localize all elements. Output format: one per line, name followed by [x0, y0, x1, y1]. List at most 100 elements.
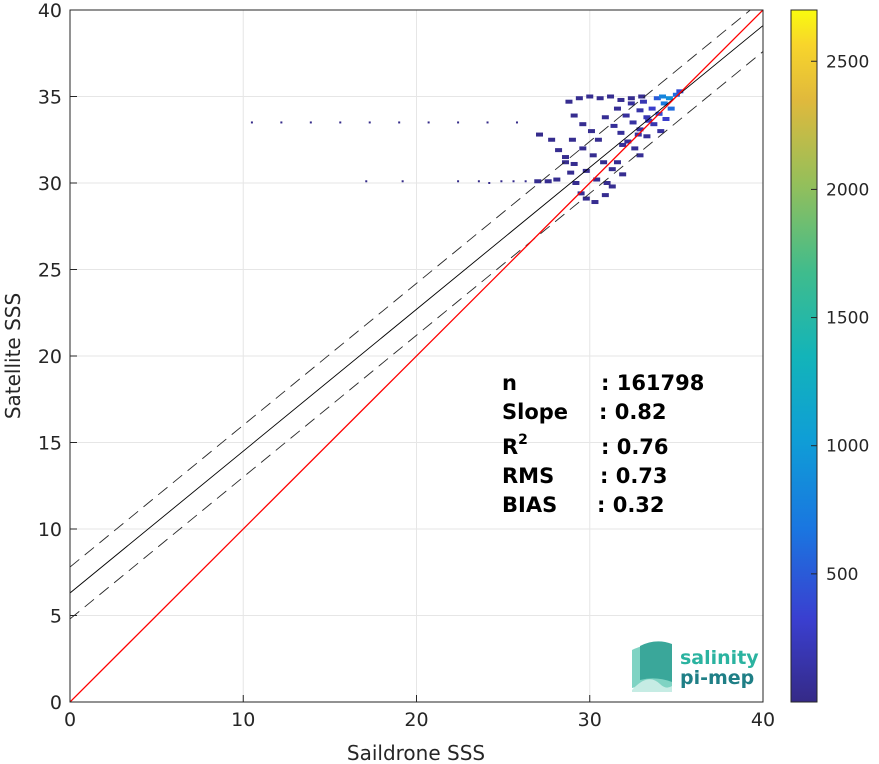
density-cell	[568, 137, 576, 142]
x-tick-label: 30	[578, 709, 602, 731]
stat-n-value: : 161798	[601, 371, 704, 395]
density-cell	[582, 196, 590, 201]
density-cell	[600, 160, 608, 165]
stat-r2-value: : 0.76	[601, 435, 669, 459]
logo-wave-icon-3	[632, 679, 672, 692]
density-cell	[622, 113, 630, 118]
y-tick-label: 35	[38, 87, 62, 109]
logo-line1: salinity	[680, 647, 759, 669]
density-cell	[636, 153, 644, 158]
density-cell	[368, 121, 371, 124]
density-cell	[524, 180, 527, 183]
stat-r2-letter: R	[502, 435, 518, 459]
density-cell	[572, 181, 580, 185]
density-cell	[631, 146, 639, 151]
colorbar-ticks: 500 1000 1500 2000 2500	[811, 52, 869, 585]
y-tick-label: 5	[50, 606, 62, 628]
colorbar-tick-label: 500	[826, 565, 858, 585]
density-cell	[515, 121, 518, 124]
density-cell	[309, 121, 312, 124]
regression-lines	[70, 10, 763, 702]
y-tick-label: 0	[50, 692, 62, 714]
grid-lines	[70, 10, 763, 702]
density-cell	[398, 121, 401, 124]
density-cell	[561, 155, 569, 160]
density-cell	[657, 129, 665, 134]
colorbar-tick-label: 1000	[826, 437, 869, 457]
density-cell	[570, 161, 578, 166]
density-cell	[667, 106, 675, 111]
density-cell	[486, 121, 489, 124]
density-cells	[250, 89, 684, 205]
stat-bias-label: BIAS	[502, 493, 557, 517]
fit-upper-dashed-line	[70, 10, 752, 568]
density-cell	[427, 121, 430, 124]
density-cell	[579, 122, 587, 127]
y-tick-label: 20	[38, 346, 62, 368]
density-cell	[457, 121, 460, 124]
logo-wave-icon-2	[640, 641, 672, 682]
density-cell	[488, 182, 491, 184]
density-cell	[613, 106, 621, 111]
density-cell	[645, 118, 653, 123]
density-cell	[587, 129, 595, 134]
density-cell	[500, 180, 503, 183]
density-cell	[608, 184, 616, 189]
colorbar: 500 1000 1500 2000 2500	[790, 9, 869, 703]
density-cell	[659, 94, 667, 99]
density-cell	[280, 121, 283, 124]
density-cell	[339, 121, 342, 124]
density-cell	[672, 92, 680, 97]
stat-bias-value: : 0.32	[597, 493, 665, 517]
density-cell	[648, 106, 656, 111]
x-axis-label: Saildrone SSS	[347, 741, 485, 764]
density-cell	[639, 99, 647, 104]
x-axis-ticks: 0 10 20 30 40	[64, 695, 775, 731]
density-cell	[636, 127, 644, 132]
density-cell	[596, 96, 604, 101]
density-cell	[608, 167, 616, 172]
density-cell	[457, 180, 460, 183]
density-cell	[544, 179, 552, 184]
stat-slope-value: : 0.82	[599, 400, 667, 424]
stat-r2-label: R2	[502, 432, 528, 459]
density-cell	[607, 94, 615, 99]
density-cell	[593, 177, 601, 182]
colorbar-gradient	[790, 9, 818, 703]
density-cell	[619, 172, 627, 177]
density-cell	[589, 153, 597, 158]
colorbar-tick-label: 1500	[826, 309, 869, 329]
stat-r2-sup: 2	[518, 432, 528, 448]
density-cell	[643, 115, 651, 120]
density-cell	[603, 181, 611, 185]
density-cell	[676, 89, 684, 94]
fit-lower-dashed-line	[70, 51, 763, 620]
x-tick-label: 10	[231, 709, 255, 731]
salinity-pi-mep-logo: salinity pi-mep	[632, 641, 759, 692]
density-cell	[660, 101, 668, 106]
density-cell	[619, 142, 627, 147]
density-cell	[365, 180, 368, 183]
density-cell	[553, 177, 561, 182]
x-tick-label: 40	[751, 709, 775, 731]
density-cell	[579, 146, 587, 151]
y-tick-label: 15	[38, 433, 62, 455]
density-cell	[617, 97, 625, 102]
stat-rms-value: : 0.73	[600, 464, 668, 488]
y-tick-label: 30	[38, 173, 62, 195]
stat-slope-label: Slope	[502, 400, 568, 424]
density-cell	[555, 148, 563, 153]
density-cell	[586, 94, 594, 99]
density-cell	[617, 130, 625, 135]
density-cell	[477, 180, 480, 183]
density-cell	[575, 96, 583, 101]
density-cell	[577, 191, 585, 196]
density-cell	[534, 179, 542, 184]
density-cell	[627, 96, 635, 101]
density-cell	[613, 160, 621, 165]
density-cell	[629, 120, 637, 125]
x-tick-label: 0	[64, 709, 76, 731]
logo-line2: pi-mep	[680, 667, 754, 689]
density-cell	[653, 96, 661, 101]
